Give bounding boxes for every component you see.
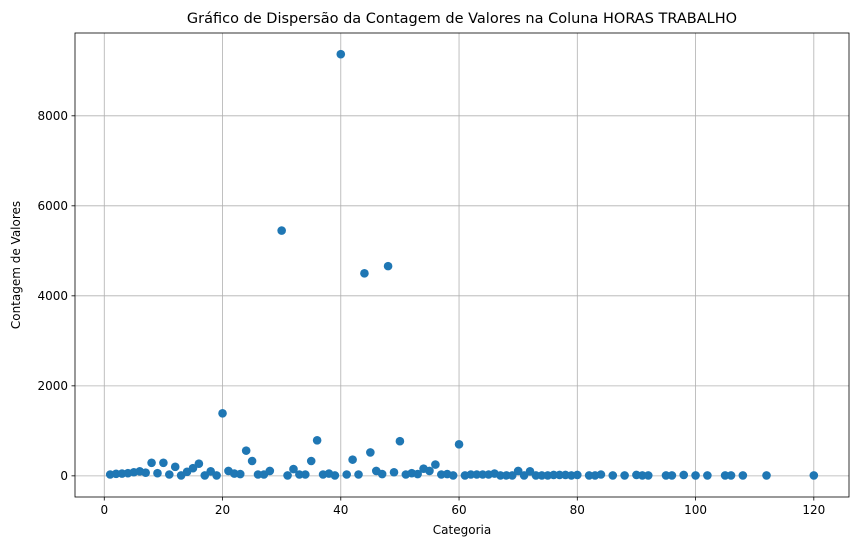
x-tick-label: 120 — [802, 503, 825, 517]
data-point — [360, 269, 369, 278]
data-points — [105, 49, 819, 480]
y-tick-label: 2000 — [37, 379, 68, 393]
data-point — [212, 471, 221, 480]
data-point — [153, 468, 162, 478]
data-point — [301, 470, 310, 479]
data-point — [549, 470, 558, 480]
data-point — [336, 49, 346, 59]
data-point — [661, 471, 671, 480]
data-point — [507, 471, 517, 480]
data-point — [531, 471, 541, 480]
chart-title: Gráfico de Dispersão da Contagem de Valo… — [187, 11, 737, 27]
data-point — [502, 471, 511, 480]
data-point — [596, 470, 606, 479]
data-point — [555, 470, 564, 480]
data-point — [431, 460, 440, 469]
data-point — [720, 471, 730, 480]
x-axis-label: Categoria — [433, 523, 491, 537]
data-point — [738, 471, 748, 480]
data-point — [241, 446, 251, 455]
data-point — [247, 456, 257, 466]
data-point — [466, 470, 476, 479]
y-tick-label: 0 — [60, 469, 68, 483]
data-point — [472, 470, 482, 479]
data-point — [478, 470, 487, 479]
data-point — [413, 469, 422, 479]
data-point — [348, 455, 357, 464]
y-tick-label: 8000 — [37, 109, 68, 123]
data-point — [342, 470, 351, 479]
plot-area-frame — [74, 32, 850, 498]
data-point — [295, 470, 304, 479]
data-point — [383, 261, 393, 271]
data-point — [573, 470, 582, 480]
data-point — [159, 458, 168, 468]
data-point — [691, 471, 700, 480]
data-point — [496, 471, 505, 480]
grid — [75, 33, 849, 497]
data-point — [703, 471, 712, 480]
data-point — [235, 469, 245, 479]
data-point — [218, 408, 227, 418]
data-point — [395, 436, 405, 446]
data-point — [762, 471, 771, 480]
data-point — [667, 471, 677, 480]
x-tick-label: 60 — [451, 503, 466, 517]
data-point — [377, 469, 387, 479]
data-point — [643, 471, 653, 480]
data-point — [283, 471, 292, 480]
data-point — [194, 459, 204, 468]
data-point — [253, 470, 263, 479]
data-point — [638, 471, 647, 480]
data-point — [513, 466, 523, 476]
data-point — [147, 458, 156, 468]
y-tick-label: 4000 — [37, 289, 68, 303]
data-point — [454, 440, 464, 449]
data-point — [141, 468, 150, 477]
data-point — [809, 471, 819, 480]
data-point — [289, 464, 298, 474]
x-axis-ticks: 0 20 40 60 80 100 120 — [100, 497, 825, 517]
data-point — [448, 471, 458, 480]
data-point — [537, 471, 547, 480]
data-point — [608, 471, 618, 480]
y-tick-label: 6000 — [37, 199, 68, 213]
x-tick-label: 40 — [333, 503, 348, 517]
x-tick-label: 80 — [570, 503, 585, 517]
data-point — [312, 435, 322, 445]
data-point — [306, 456, 316, 466]
y-axis-label: Contagem de Valores — [9, 201, 23, 329]
data-point — [584, 471, 594, 480]
data-point — [620, 471, 629, 480]
data-point — [277, 226, 286, 235]
y-axis-ticks: 0 2000 4000 6000 8000 — [37, 109, 75, 483]
data-point — [354, 470, 363, 479]
data-point — [170, 462, 180, 472]
x-tick-label: 20 — [215, 503, 230, 517]
data-point — [726, 471, 736, 480]
data-point — [366, 448, 375, 457]
data-point — [330, 471, 340, 480]
data-point — [265, 466, 275, 476]
data-point — [425, 466, 434, 476]
data-point — [679, 470, 689, 480]
x-tick-label: 100 — [684, 503, 707, 517]
x-tick-label: 0 — [100, 503, 108, 517]
data-point — [188, 463, 198, 473]
data-point — [389, 467, 399, 477]
data-point — [165, 470, 174, 479]
